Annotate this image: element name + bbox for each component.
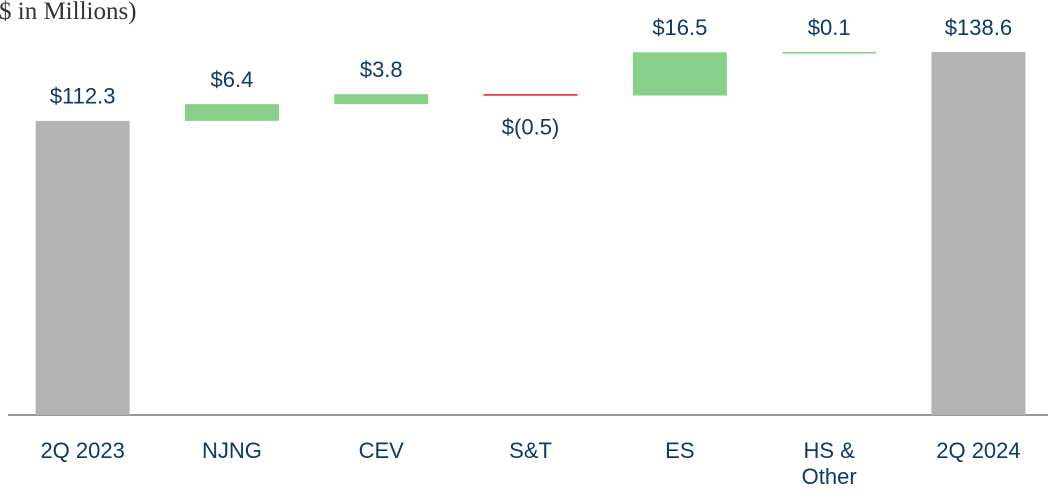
- x-tick-label: ES: [665, 438, 695, 463]
- value-label: $138.6: [945, 15, 1012, 40]
- x-tick-label: HS & Other: [801, 438, 857, 489]
- bar: [483, 94, 578, 96]
- value-label: $16.5: [652, 15, 707, 40]
- value-label: $3.8: [360, 57, 403, 82]
- bar: [782, 52, 877, 54]
- bar: [931, 52, 1026, 415]
- value-label: $0.1: [808, 15, 851, 40]
- x-tick-label: 2Q 2023: [40, 438, 125, 463]
- chart-title: $ in Millions): [0, 0, 137, 25]
- value-label: $(0.5): [502, 114, 559, 139]
- bar: [35, 120, 130, 415]
- bar: [334, 94, 429, 105]
- x-tick-label: 2Q 2024: [936, 438, 1021, 463]
- x-tick-label: CEV: [358, 438, 404, 463]
- bar: [632, 52, 727, 96]
- value-label: $112.3: [50, 84, 116, 109]
- value-label: $6.4: [211, 67, 254, 92]
- x-tick-label: S&T: [509, 438, 552, 463]
- x-tick-label: NJNG: [201, 438, 262, 463]
- bar: [184, 104, 279, 121]
